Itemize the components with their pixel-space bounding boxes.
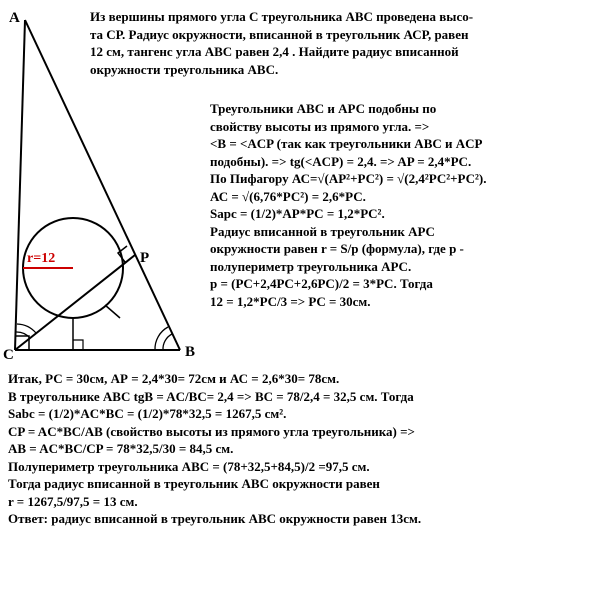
solution-line: Итак, РС = 30см, АР = 2,4*30= 72см и АС …	[8, 370, 595, 388]
solution-line: CP = AC*BC/AB (свойство высоты из прямог…	[8, 423, 595, 441]
solution-line: AB = AC*BC/CP = 78*32,5/30 = 84,5 см.	[8, 440, 595, 458]
solution-line: В треугольнике АВС tgB = AC/BC= 2,4 => B…	[8, 388, 595, 406]
solution-line: Треугольники АВС и АРС подобны по	[210, 100, 595, 118]
solution-line: Sapc = (1/2)*AP*PC = 1,2*PC².	[210, 205, 595, 223]
solution-line: Ответ: радиус вписанной в треугольник АВ…	[8, 510, 595, 528]
solution-line: По Пифагору АС=√(АР²+РС²) = √(2,4²РС²+РС…	[210, 170, 595, 188]
solution-line: подобны). => tg(<ACP) = 2,4. => AP = 2,4…	[210, 153, 595, 171]
triangle-svg	[5, 10, 205, 360]
solution-line: <B = <ACP (так как треугольники ABC и AC…	[210, 135, 595, 153]
solution-line: свойству высоты из прямого угла. =>	[210, 118, 595, 136]
solution-line: АС = √(6,76*РС²) = 2,6*РС.	[210, 188, 595, 206]
solution-line: p = (PC+2,4PC+2,6PC)/2 = 3*PC. Тогда	[210, 275, 595, 293]
solution-mid: Треугольники АВС и АРС подобны по свойст…	[210, 100, 595, 311]
solution-line: r = 1267,5/97,5 = 13 см.	[8, 493, 595, 511]
solution-line: полупериметр треугольника АРС.	[210, 258, 595, 276]
vertex-a: A	[9, 8, 20, 28]
solution-line: Полупериметр треугольника АВС = (78+32,5…	[8, 458, 595, 476]
solution-line: Тогда радиус вписанной в треугольник АВС…	[8, 475, 595, 493]
radius-label: r=12	[27, 250, 55, 269]
vertex-p: P	[140, 248, 149, 268]
solution-bottom: Итак, РС = 30см, АР = 2,4*30= 72см и АС …	[8, 370, 595, 528]
vertex-b: B	[185, 342, 195, 362]
solution-line: 12 = 1,2*PC/3 => PC = 30см.	[210, 293, 595, 311]
solution-line: Sabc = (1/2)*AC*BC = (1/2)*78*32,5 = 126…	[8, 405, 595, 423]
vertex-c: C	[3, 345, 14, 365]
solution-line: Радиус вписанной в треугольник АРС	[210, 223, 595, 241]
geometry-diagram: A B C P r=12	[5, 10, 205, 350]
solution-line: окружности равен r = S/p (формула), где …	[210, 240, 595, 258]
